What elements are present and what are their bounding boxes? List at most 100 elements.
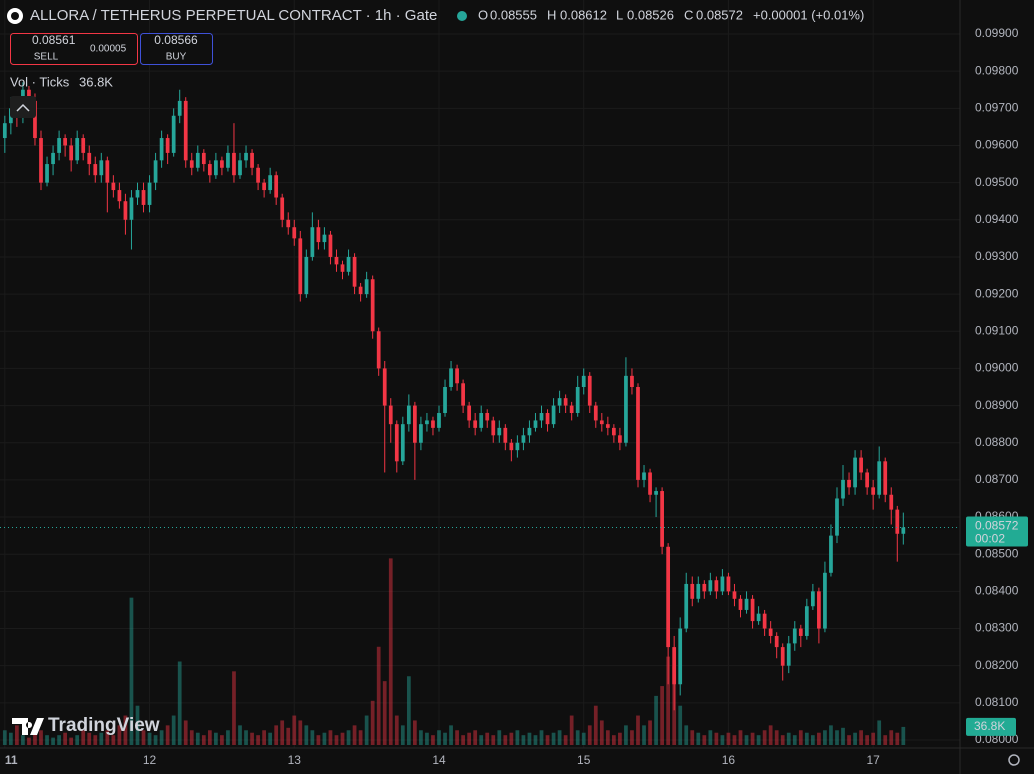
volume-bar <box>57 735 61 745</box>
y-tick-label: 0.09300 <box>975 249 1019 263</box>
buy-label: BUY <box>166 52 187 63</box>
legend-label: C <box>684 7 693 22</box>
volume-bar <box>829 725 833 745</box>
candle-body <box>141 190 146 205</box>
volume-bar <box>509 732 514 745</box>
volume-bar <box>865 735 870 745</box>
legend-value: 0.08612 <box>560 7 607 22</box>
candle-body <box>449 368 453 387</box>
y-tick-label: 0.08500 <box>975 546 1019 560</box>
volume-bar <box>45 735 49 745</box>
settings-button[interactable] <box>1008 754 1020 766</box>
candle-body <box>93 164 98 176</box>
candle-body <box>189 160 194 168</box>
volume-bar <box>2 730 7 745</box>
candle-body <box>853 457 857 488</box>
volume-bar <box>708 730 713 745</box>
volume-bar <box>21 735 25 745</box>
volume-bar <box>165 725 170 745</box>
candle-body <box>690 583 695 599</box>
volume-bar <box>99 732 104 745</box>
y-tick-label: 0.09200 <box>975 286 1019 300</box>
candle-body <box>660 491 664 547</box>
volume-bar <box>648 720 652 745</box>
candle-body <box>413 405 417 443</box>
candle-body <box>274 175 279 198</box>
y-tick-label: 0.09600 <box>975 138 1019 152</box>
candle-body <box>207 164 212 176</box>
candle-body <box>847 479 851 488</box>
buy-button[interactable] <box>140 33 213 65</box>
candle-body <box>895 509 900 534</box>
x-tick-label: 16 <box>722 753 736 767</box>
candle-body <box>51 152 55 165</box>
volume-bar <box>581 732 586 745</box>
volume-bar <box>473 730 478 745</box>
candle-body <box>678 628 683 685</box>
volume-bar <box>732 735 737 745</box>
volume-bar <box>189 730 194 745</box>
volume-bar <box>358 730 363 745</box>
candle-body <box>455 368 459 384</box>
candle-body <box>612 427 616 436</box>
y-tick-label: 0.09900 <box>975 26 1019 40</box>
candle-body <box>2 123 7 139</box>
candle-body <box>159 138 164 161</box>
volume-bar <box>539 730 544 745</box>
candle-body <box>316 227 321 243</box>
candle-body <box>310 227 315 257</box>
candle-body <box>226 152 230 168</box>
volume-bar <box>660 686 664 745</box>
candle-body <box>829 535 833 573</box>
volume-bar <box>792 735 797 745</box>
candle-body <box>889 494 894 510</box>
candle-body <box>762 613 767 629</box>
volume-bar <box>328 730 333 745</box>
volume-bar <box>726 732 731 745</box>
x-tick-label: 17 <box>866 753 880 767</box>
volume-bar <box>823 730 827 745</box>
candle-body <box>539 413 544 421</box>
last-price-tag <box>966 516 1028 547</box>
candle-body <box>810 591 815 607</box>
candle-body <box>406 405 411 425</box>
candle-body <box>642 472 646 480</box>
volume-bar <box>382 681 387 745</box>
volume-bar <box>587 725 592 745</box>
volume-bar <box>394 715 399 745</box>
candle-body <box>473 420 478 428</box>
candle-body <box>768 628 773 636</box>
x-tick-label: 13 <box>288 753 302 767</box>
y-tick-label: 0.08300 <box>975 621 1019 635</box>
legend-value: 0.08555 <box>490 7 537 22</box>
candle-body <box>99 160 104 176</box>
volume-bar <box>15 725 19 745</box>
candle-body <box>111 182 116 191</box>
candle-body <box>786 643 791 666</box>
volume-bar <box>201 735 206 745</box>
volume-bar <box>636 715 640 745</box>
volume-bar <box>817 732 821 745</box>
volume-bar <box>804 732 809 745</box>
y-tick-label: 0.08400 <box>975 584 1019 598</box>
candle-body <box>256 167 260 183</box>
volume-bar <box>515 730 520 745</box>
candles <box>2 82 906 711</box>
candle-body <box>551 405 556 425</box>
candle-body <box>593 405 598 421</box>
volume-bar <box>81 730 86 745</box>
candle-body <box>364 279 369 295</box>
candle-body <box>81 138 86 153</box>
sell-button[interactable] <box>10 33 138 65</box>
symbol-title[interactable]: ALLORA / TETHERUS PERPETUAL CONTRACT · 1… <box>30 7 437 24</box>
legend-label: O <box>478 7 488 22</box>
candle-body <box>57 138 61 153</box>
collapse-button[interactable] <box>10 96 36 118</box>
y-tick-label: 0.09800 <box>975 63 1019 77</box>
volume-bar <box>491 735 496 745</box>
y-tick-label: 0.09700 <box>975 100 1019 114</box>
candle-body <box>817 591 821 629</box>
volume-bar <box>714 732 719 745</box>
